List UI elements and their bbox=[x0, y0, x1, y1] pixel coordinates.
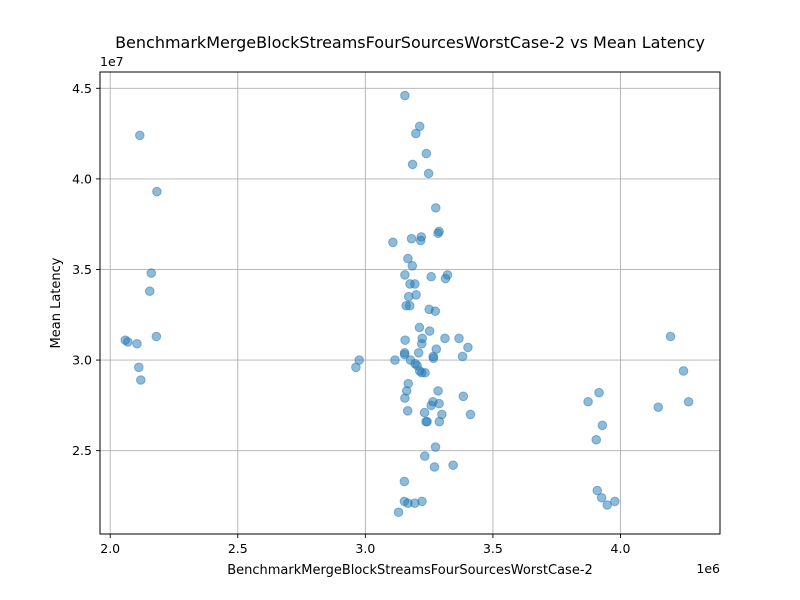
scatter-point bbox=[429, 462, 440, 472]
scatter-point bbox=[433, 228, 443, 239]
scatter-point bbox=[602, 500, 613, 510]
scatter-point bbox=[136, 375, 146, 385]
scatter-point bbox=[414, 322, 425, 333]
scatter-point bbox=[592, 485, 603, 496]
chart-title: BenchmarkMergeBlockStreamsFourSourcesWor… bbox=[115, 33, 705, 52]
axis-ticks: 2.0 2.5 3.0 3.5 4.0 2.5 3.0 3.5 4.0 4.5 bbox=[72, 81, 630, 556]
scatter-point bbox=[419, 407, 430, 418]
scatter-point bbox=[463, 342, 473, 353]
scatter-point bbox=[428, 353, 439, 364]
scatter-point bbox=[400, 335, 410, 345]
scatter-point bbox=[423, 168, 434, 179]
data-points bbox=[120, 90, 694, 518]
y-tick-label: 3.5 bbox=[72, 262, 92, 277]
scatter-point bbox=[430, 203, 441, 213]
x-tick-label: 2.5 bbox=[228, 541, 248, 556]
scatter-point bbox=[454, 333, 464, 344]
scatter-point bbox=[419, 451, 430, 461]
scatter-point bbox=[422, 416, 432, 427]
scatter-point bbox=[399, 349, 410, 360]
scatter-point bbox=[410, 279, 420, 289]
scatter-point bbox=[424, 326, 435, 336]
scatter-point bbox=[653, 402, 664, 412]
scatter-point bbox=[407, 159, 418, 170]
scatter-point bbox=[152, 186, 162, 197]
scatter-point bbox=[354, 355, 365, 365]
scatter-point bbox=[400, 270, 410, 280]
scatter-point bbox=[400, 90, 410, 101]
scatter-point bbox=[683, 396, 694, 407]
scatter-point bbox=[414, 121, 425, 132]
scatter-point bbox=[411, 290, 421, 300]
plot-area-frame bbox=[99, 71, 721, 535]
scatter-point bbox=[457, 351, 468, 362]
scatter-point bbox=[146, 268, 157, 278]
scatter-point bbox=[388, 237, 398, 248]
x-axis-label: BenchmarkMergeBlockStreamsFourSourcesWor… bbox=[227, 563, 593, 578]
grid-lines bbox=[100, 72, 720, 534]
x-tick-label: 3.0 bbox=[355, 541, 375, 556]
scatter-point bbox=[151, 331, 162, 342]
scatter-point bbox=[407, 261, 418, 271]
y-tick-label: 2.5 bbox=[72, 443, 92, 458]
scatter-point bbox=[440, 273, 451, 284]
scatter-point bbox=[430, 442, 441, 452]
scatter-point bbox=[426, 400, 436, 411]
scatter-point bbox=[597, 420, 608, 431]
scatter-point bbox=[417, 496, 427, 507]
scatter-point bbox=[133, 362, 144, 373]
scatter-point bbox=[665, 331, 676, 342]
x-tick-label: 3.5 bbox=[483, 541, 503, 556]
scatter-point bbox=[399, 476, 410, 487]
scatter-point bbox=[591, 434, 602, 445]
scatter-point bbox=[144, 286, 155, 297]
scatter-point bbox=[678, 366, 689, 376]
y-axis-offset-label: 1e7 bbox=[100, 54, 124, 69]
scatter-point bbox=[390, 355, 400, 365]
y-tick-label: 3.0 bbox=[72, 353, 92, 368]
y-tick-label: 4.5 bbox=[72, 81, 92, 96]
scatter-point bbox=[420, 367, 430, 378]
scatter-point bbox=[406, 233, 417, 244]
scatter-point bbox=[440, 333, 450, 344]
scatter-point bbox=[135, 130, 145, 141]
scatter-point bbox=[413, 348, 424, 358]
scatter-point bbox=[448, 460, 458, 470]
scatter-point bbox=[610, 496, 620, 507]
scatter-point bbox=[416, 338, 427, 349]
scatter-point bbox=[583, 396, 593, 407]
scatter-point bbox=[403, 253, 413, 264]
scatter-point bbox=[433, 386, 443, 396]
scatter-point bbox=[404, 300, 415, 311]
scatter-point bbox=[411, 128, 421, 139]
scatter-point bbox=[132, 338, 142, 349]
scatter-point bbox=[421, 148, 432, 159]
scatter-point bbox=[594, 387, 604, 398]
scatter-point bbox=[400, 393, 410, 403]
scatter-point bbox=[426, 271, 436, 282]
scatter-point bbox=[430, 306, 441, 316]
x-tick-label: 4.0 bbox=[611, 541, 631, 556]
y-tick-label: 4.0 bbox=[72, 171, 92, 186]
y-axis-label: Mean Latency bbox=[49, 257, 64, 348]
scatter-point bbox=[402, 406, 413, 416]
scatter-point bbox=[434, 398, 444, 409]
scatter-point bbox=[123, 337, 133, 347]
x-tick-label: 2.0 bbox=[100, 541, 120, 556]
x-axis-offset-label: 1e6 bbox=[696, 561, 720, 576]
scatter-point bbox=[458, 391, 469, 402]
scatter-point bbox=[415, 235, 426, 246]
scatter-point bbox=[596, 492, 607, 503]
scatter-point bbox=[465, 409, 476, 420]
scatter-point bbox=[434, 416, 445, 427]
scatter-point bbox=[393, 507, 404, 518]
